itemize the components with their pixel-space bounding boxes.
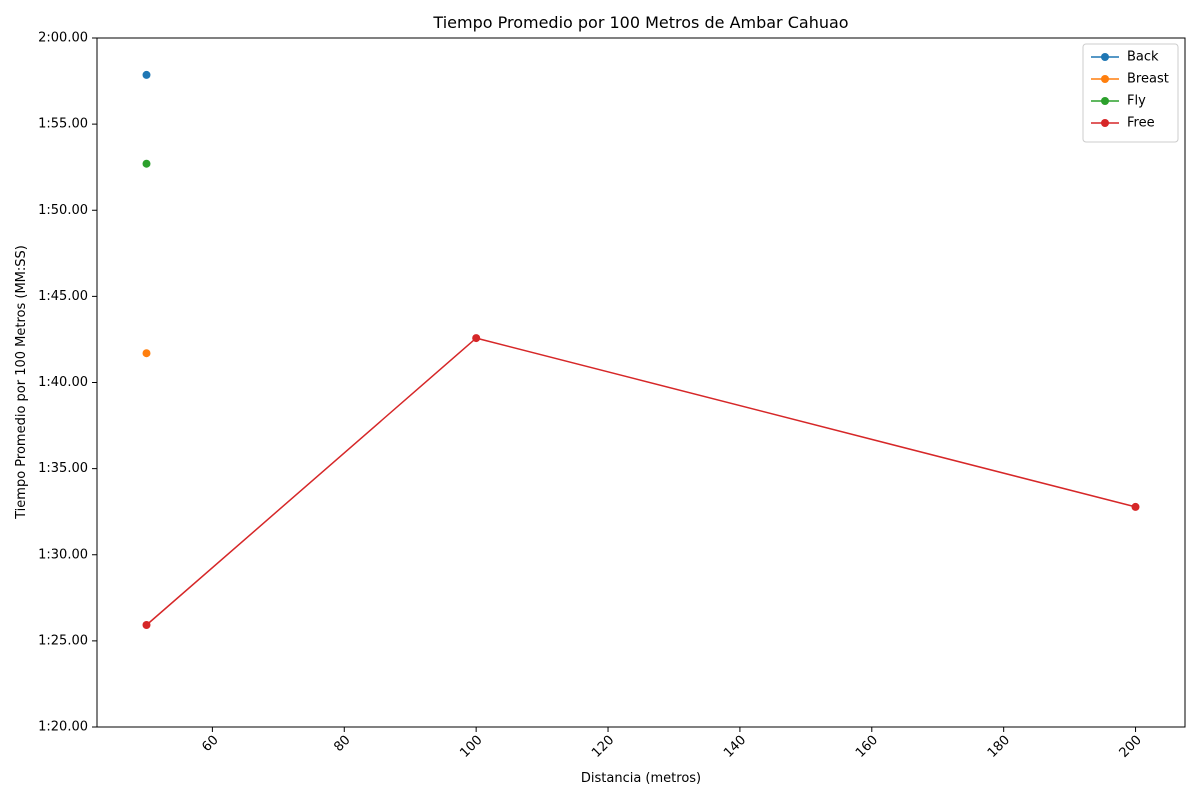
- legend-marker-free: [1101, 119, 1109, 127]
- legend-label-fly: Fly: [1127, 94, 1146, 109]
- y-tick-label: 1:45.00: [38, 289, 88, 304]
- data-point-free: [472, 334, 481, 343]
- y-axis: 1:20.00 1:25.00 1:30.00 1:35.00 1:40.00 1:45.…: [38, 31, 97, 735]
- y-tick-label: 1:30.00: [38, 547, 88, 562]
- legend-marker-back: [1101, 53, 1109, 61]
- legend-box: [1082, 43, 1179, 143]
- y-tick-label: 1:40.00: [38, 375, 88, 390]
- data-point-back: [142, 70, 151, 79]
- legend-marker-breast: [1101, 75, 1109, 83]
- data-point-free: [142, 621, 151, 629]
- legend-marker-fly: [1101, 97, 1109, 105]
- y-tick-label: 1:50.00: [38, 203, 88, 218]
- legend: Back Breast Fly Free: [1082, 43, 1179, 143]
- y-tick-label: 1:20.00: [38, 720, 88, 735]
- y-axis-label: Tiempo Promedio por 100 Metros (MM:SS): [14, 245, 29, 520]
- chart-title: Tiempo Promedio por 100 Metros de Ambar …: [432, 13, 848, 32]
- legend-label-free: Free: [1127, 116, 1155, 131]
- data-point-free: [1131, 502, 1140, 511]
- x-axis-label: Distancia (metros): [581, 771, 701, 786]
- data-point-breast: [142, 349, 151, 358]
- legend-label-back: Back: [1127, 50, 1159, 65]
- data-point-fly: [142, 159, 151, 168]
- legend-label-breast: Breast: [1127, 72, 1169, 87]
- y-tick-label: 1:35.00: [38, 461, 88, 476]
- y-tick-label: 2:00.00: [38, 31, 88, 46]
- y-tick-label: 1:25.00: [38, 633, 88, 648]
- y-tick-label: 1:55.00: [38, 117, 88, 132]
